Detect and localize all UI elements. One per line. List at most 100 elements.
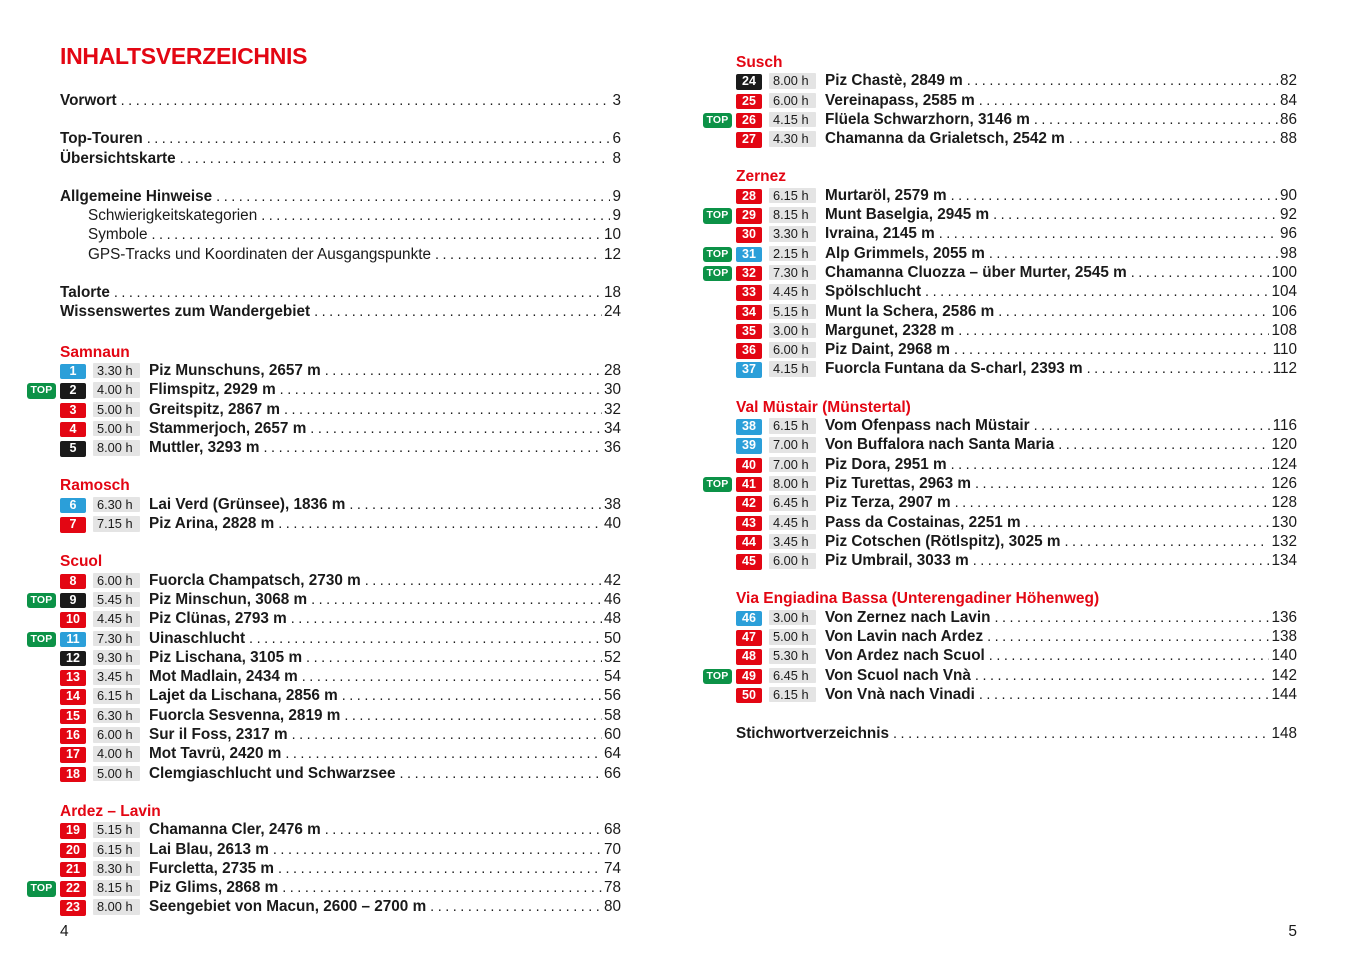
tour-number-badge: 39 [736,438,762,454]
toc-entry: 28 6.15 h Murtaröl, 2579 m 90 [736,187,1297,206]
tour-number-badge: 24 [736,74,762,90]
tour-number-badge: 8 [60,573,86,590]
tour-page-number: 136 [1271,608,1297,626]
toc-entry: 38 6.15 h Vom Ofenpass nach Müstair 116 [736,417,1297,436]
toc-entry: 40 7.00 h Piz Dora, 2951 m 124 [736,456,1297,475]
dot-leader [261,207,610,225]
tour-number-badge: 50 [736,687,762,704]
toc-item: Top-Touren 6 [60,130,621,149]
toc-entry: 16 6.00 h Sur il Foss, 2317 m 60 [60,726,621,745]
tour-title: Clemgiaschlucht und Schwarzsee [149,764,396,782]
toc-item: Talorte 18 [60,284,621,303]
front-group: Top-Touren 6 Übersichtskarte 8 [60,130,621,169]
tour-duration: 8.00 h [769,73,816,89]
tour-page-number: 124 [1271,455,1297,473]
dot-leader [989,647,1270,665]
toc-item: Vorwort 3 [60,92,621,111]
dot-leader [975,667,1270,685]
tour-title: Vereinapass, 2585 m [825,91,975,109]
tour-number-badge: 17 [60,747,86,763]
toc-item-page: 9 [612,207,621,225]
toc-section: Ramosch 6 6.30 h Lai Verd (Grünsee), 1836 m… [60,476,621,534]
tour-number-badge: 45 [736,554,762,570]
tour-page-number: 78 [603,879,621,897]
tour-duration: 3.00 h [769,322,816,339]
tour-duration: 4.45 h [93,611,140,627]
front-group: Talorte 18 Wissenswertes zum Wandergebiet 2… [60,284,621,323]
dot-leader [342,687,602,705]
tour-number-badge: 15 [60,708,86,725]
tour-duration: 4.45 h [769,284,816,300]
tour-title: Flimspitz, 2929 m [149,381,276,399]
tour-number-badge: 19 [60,823,86,839]
toc-entry: 21 8.30 h Furcletta, 2735 m 74 [60,860,621,879]
tour-title: Margunet, 2328 m [825,321,955,339]
toc-item-page: 8 [612,149,621,167]
front-matter: Vorwort 3 Top-Touren 6 Übersichtskarte 8 Allge… [60,92,621,323]
page-number-right: 5 [1288,923,1297,940]
tour-duration: 6.00 h [769,92,816,109]
tour-title: Chamanna Cluozza – über Murter, 2545 m [825,263,1127,281]
tour-duration: 6.15 h [93,841,140,857]
tour-title: Munt Baselgia, 2945 m [825,206,990,224]
toc-entry: 12 9.30 h Piz Lischana, 3105 m 52 [60,649,621,668]
top-badge: TOP [703,476,732,493]
tour-page-number: 34 [603,419,621,437]
tour-page-number: 66 [603,764,621,782]
dot-leader [280,381,602,399]
tour-title: Lai Blau, 2613 m [149,840,269,858]
dot-leader [993,206,1278,224]
tour-duration: 6.30 h [93,496,140,513]
tour-number-badge: 34 [736,304,762,321]
tour-page-number: 108 [1271,321,1297,339]
tour-number-badge: 5 [60,441,86,457]
toc-entry: 25 6.00 h Vereinapass, 2585 m 84 [736,92,1297,111]
toc-item-page: 3 [612,92,621,109]
toc-item-label: GPS-Tracks und Koordinaten der Ausgangsp… [88,245,431,263]
toc-entry: 30 3.30 h Ivraina, 2145 m 96 [736,225,1297,244]
tour-duration: 4.15 h [769,361,816,377]
tour-number-badge: 33 [736,285,762,301]
tour-duration: 6.15 h [769,686,816,703]
tour-number-badge: 6 [60,497,86,514]
tour-page-number: 28 [603,361,621,379]
toc-item: Übersichtskarte 8 [60,150,621,169]
dot-leader [987,628,1269,646]
tour-duration: 7.00 h [769,456,816,473]
tour-duration: 6.15 h [769,187,816,204]
top-badge: TOP [703,112,732,129]
tour-page-number: 104 [1271,283,1297,301]
tour-number-badge: 14 [60,689,86,705]
toc-entry: 4 5.00 h Stammerjoch, 2657 m 34 [60,420,621,439]
tour-title: Chamanna Cler, 2476 m [149,821,321,839]
tour-duration: 5.15 h [93,822,140,838]
tour-page-number: 42 [603,571,621,589]
toc-entry: 17 4.00 h Mot Tavrü, 2420 m 64 [60,745,621,764]
toc-entry: 42 6.45 h Piz Terza, 2907 m 128 [736,494,1297,513]
dot-leader [216,188,610,206]
toc-entry: 34 5.15 h Munt la Schera, 2586 m 106 [736,303,1297,322]
tour-page-number: 48 [603,610,621,628]
toc-section: Ardez – Lavin 19 5.15 h Chamanna Cler, 2476… [27,802,621,918]
dot-leader [1025,514,1270,532]
tour-page-number: 40 [603,515,621,533]
tour-title: Fuorcla Champatsch, 2730 m [149,571,361,589]
toc-entry: 18 5.00 h Clemgiaschlucht und Schwarzsee 66 [60,765,621,784]
toc-item: GPS-Tracks und Koordinaten der Ausgangsp… [60,246,621,265]
tour-title: Piz Munschuns, 2657 m [149,361,321,379]
tour-page-number: 96 [1279,225,1297,243]
toc-entry: 13 3.45 h Mot Madlain, 2434 m 54 [60,668,621,687]
toc-section: Susch 24 8.00 h Piz Chastè, 2849 m 82 25 6.00 … [703,53,1297,149]
front-group: Vorwort 3 [60,92,621,111]
tour-duration: 6.15 h [769,418,816,434]
tour-title: Von Ardez nach Scuol [825,647,985,665]
tour-number-badge: 10 [60,612,86,628]
tour-page-number: 112 [1272,360,1297,378]
tour-number-badge: 38 [736,419,762,435]
tour-number-badge: 7 [60,517,86,533]
dot-leader [311,591,602,609]
dot-leader [152,226,602,244]
